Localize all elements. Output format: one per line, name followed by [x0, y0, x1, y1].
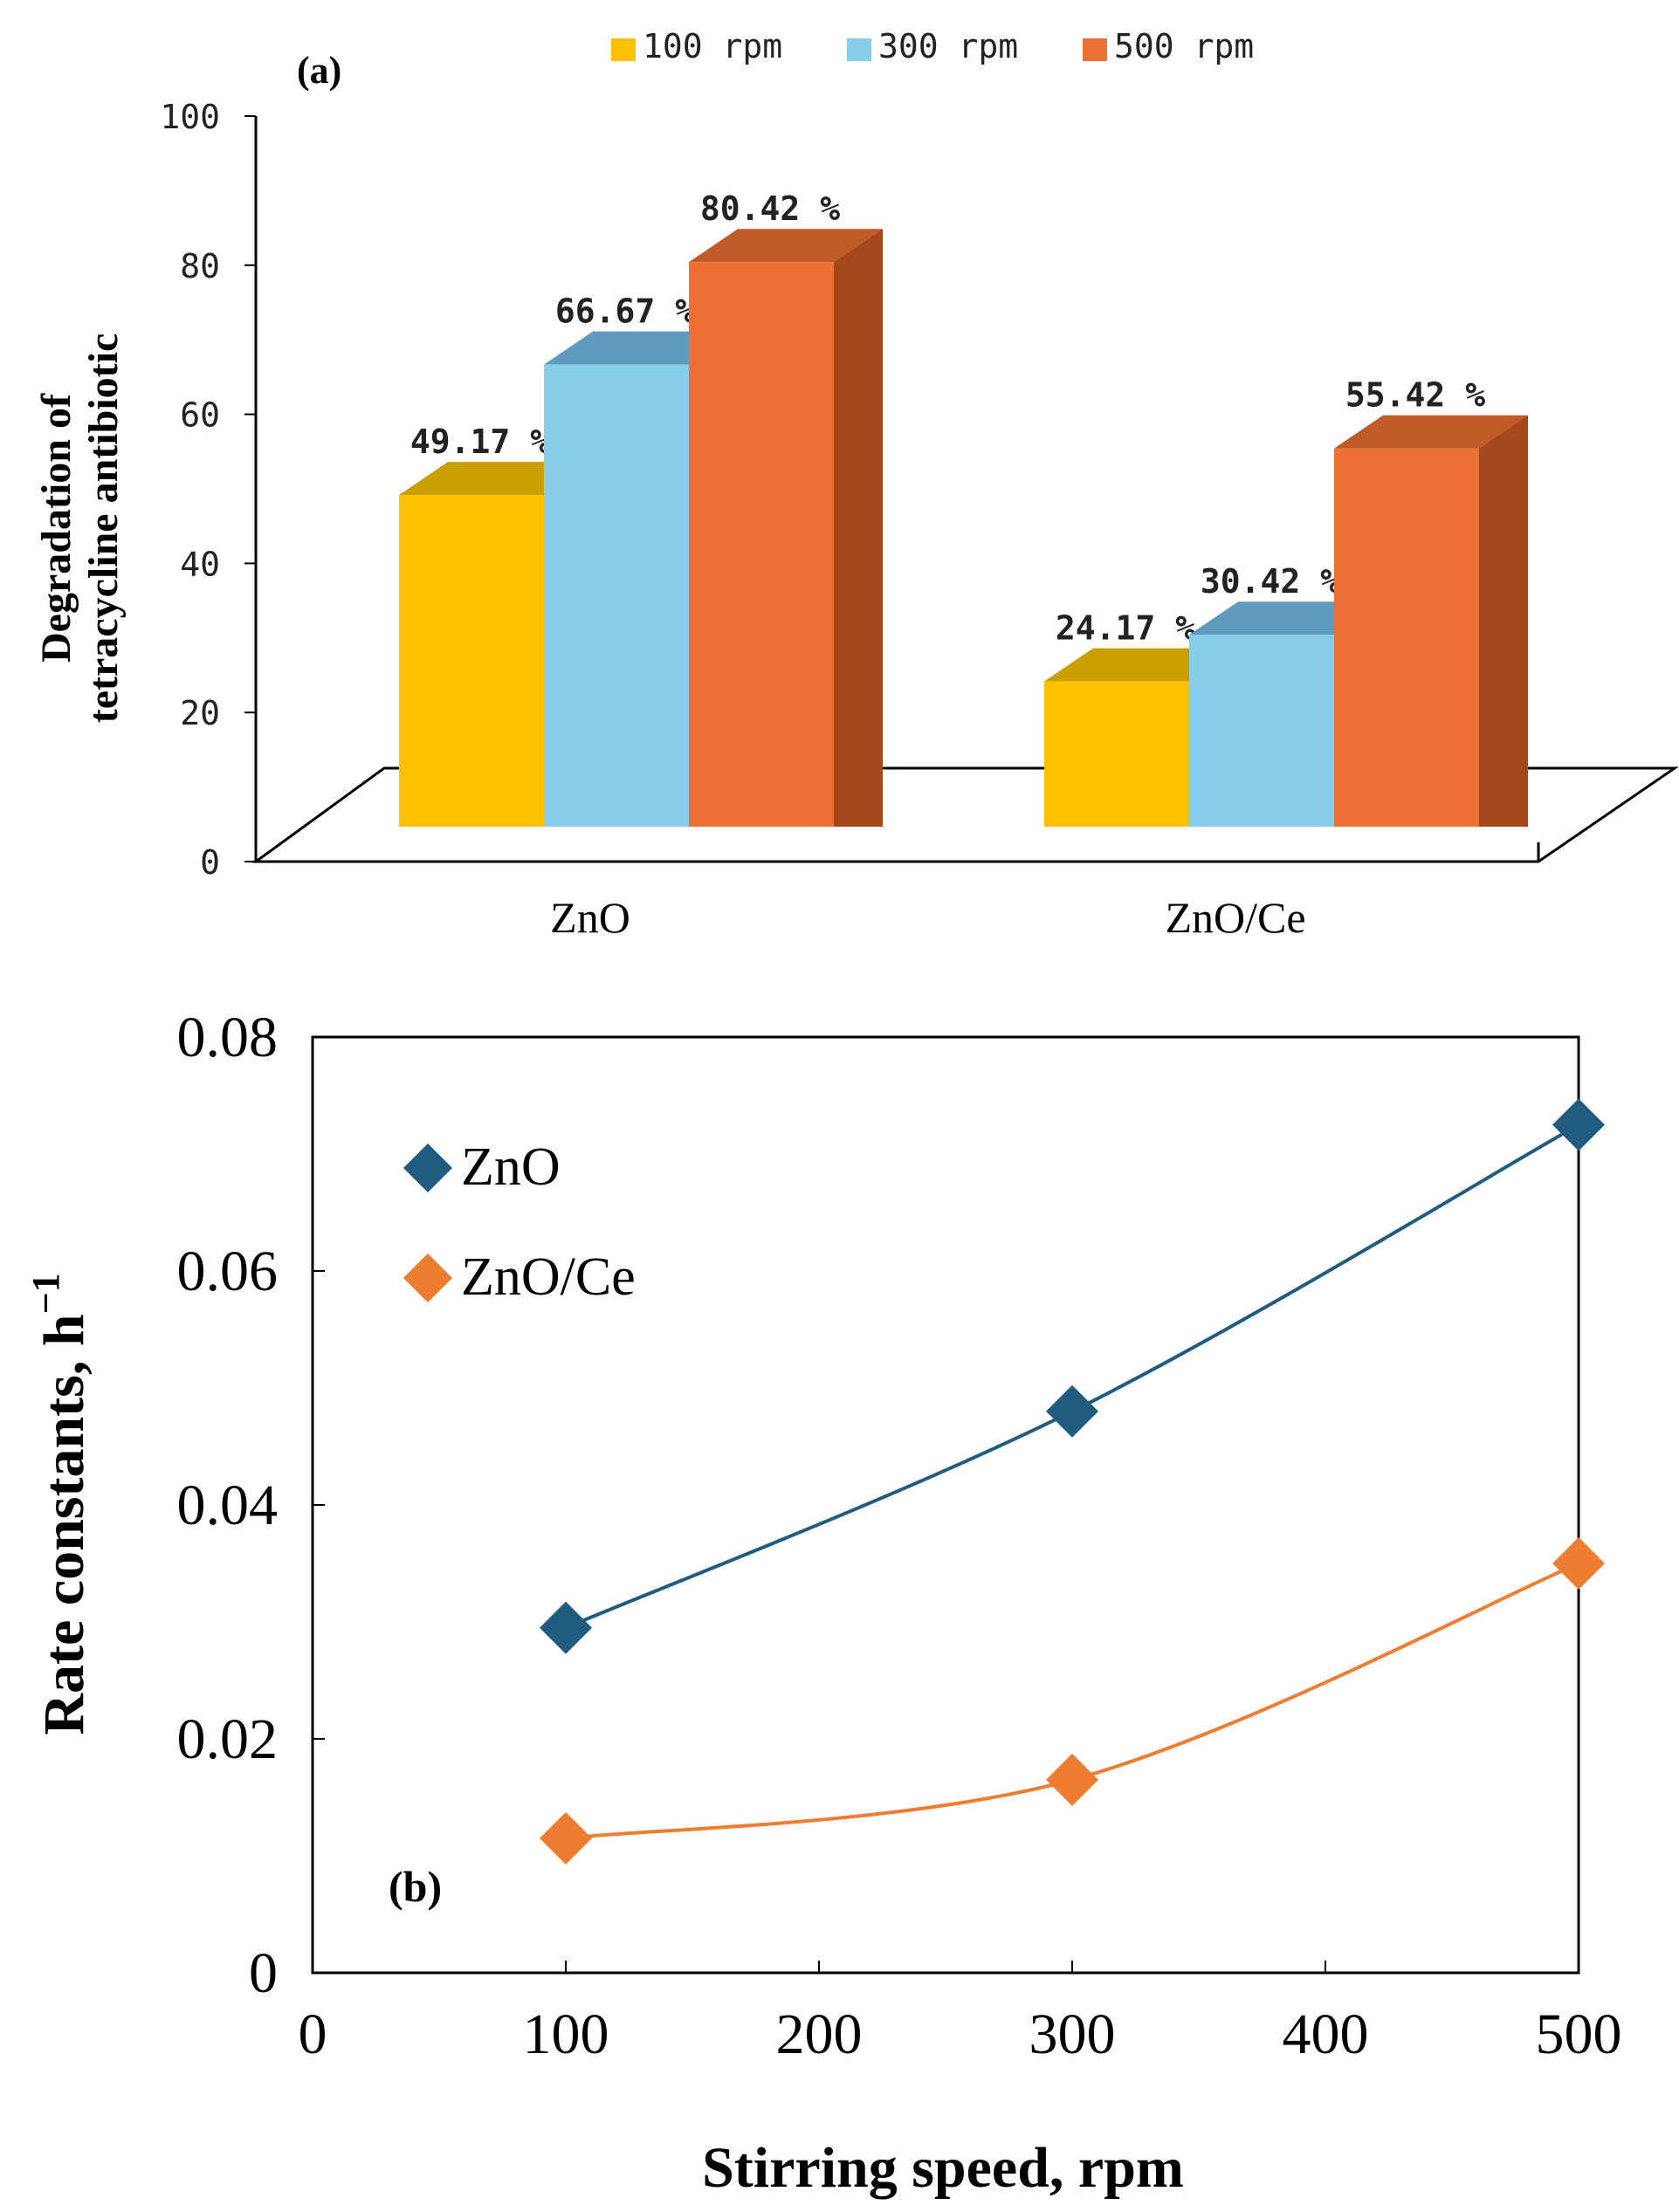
marker-zno-300 [1046, 1384, 1098, 1438]
y-tick-label-b-4: 0.08 [177, 1006, 279, 1069]
y-tick-label-b-0: 0 [249, 1941, 278, 2005]
legend-b: ZnO ZnO/Ce [403, 1137, 636, 1307]
panel-a-bar-chart: 100 rpm 300 rpm 500 rpm (a) Degradation … [33, 27, 1679, 942]
marker-znoce-500 [1552, 1537, 1605, 1590]
legend-label-znoce: ZnO/Ce [461, 1247, 636, 1307]
y-tick-label-a-60: 60 [180, 396, 220, 435]
panel-b-line-chart: Rate constants, h−1 Stirring speed, rpm … [24, 1006, 1622, 2200]
data-label-zno-ce-500-rpm: 55.42 % [1345, 376, 1485, 415]
y-tick-label-a-80: 80 [180, 247, 220, 285]
data-label-zno-100-rpm: 49.17 % [410, 422, 550, 461]
data-label-zno-500-rpm: 80.42 % [700, 189, 840, 228]
panel-label-a: (a) [297, 49, 341, 92]
marker-znoce-100 [540, 1811, 592, 1865]
y-axis-label-b: Rate constants, h−1 [24, 1273, 96, 1735]
legend-swatch-300-rpm [847, 38, 871, 61]
x-tick-label-b-300: 300 [1029, 2002, 1116, 2066]
legend-swatch-100-rpm [611, 38, 636, 61]
marker-zno-500 [1552, 1098, 1605, 1151]
data-label-zno-ce-300-rpm: 30.42 % [1201, 562, 1340, 601]
x-tick-label-b-200: 200 [776, 2002, 863, 2066]
y-axis-label-a-line2: tetracycline antibiotic [80, 333, 127, 724]
panel-label-b: (b) [389, 1862, 442, 1911]
bar-zno-500-rpm [689, 229, 883, 827]
legend-marker-zno [403, 1144, 452, 1192]
legend-label-300-rpm: 300 rpm [878, 27, 1018, 65]
y-tick-label-a-40: 40 [180, 545, 220, 583]
x-tick-label-b-0: 0 [299, 2002, 327, 2066]
y-tick-label-a-100: 100 [160, 98, 220, 136]
legend-marker-znoce [403, 1254, 452, 1302]
svg-text:Rate constants, h−1: Rate constants, h−1 [24, 1273, 96, 1735]
legend-a: 100 rpm 300 rpm 500 rpm [611, 27, 1254, 65]
y-tick-label-b-1: 0.02 [177, 1707, 279, 1771]
legend-label-100-rpm: 100 rpm [643, 27, 782, 65]
x-tick-label-b-100: 100 [523, 2002, 609, 2066]
legend-swatch-500-rpm [1083, 38, 1107, 61]
category-label-zno: ZnO [550, 893, 630, 942]
bar-zno-ce-500-rpm [1334, 415, 1528, 827]
x-tick-label-b-400: 400 [1283, 2002, 1369, 2066]
marker-znoce-300 [1046, 1753, 1098, 1806]
marker-zno-100 [540, 1601, 592, 1654]
legend-label-500-rpm: 500 rpm [1114, 27, 1254, 65]
y-axis-label-b-sup: −1 [24, 1273, 67, 1314]
y-tick-label-a-0: 0 [200, 843, 220, 882]
y-axis-label-a: Degradation of tetracycline antibiotic [33, 333, 127, 724]
floor-a [251, 766, 1679, 863]
legend-label-zno: ZnO [461, 1137, 561, 1197]
category-label-zno-ce: ZnO/Ce [1165, 893, 1305, 942]
y-axis-label-a-line1: Degradation of [33, 393, 79, 663]
y-tick-label-b-2: 0.04 [177, 1474, 279, 1537]
y-tick-label-a-20: 20 [180, 694, 220, 732]
data-label-zno-ce-100-rpm: 24.17 % [1056, 609, 1195, 648]
y-tick-label-b-3: 0.06 [177, 1240, 279, 1303]
series-line-zno [565, 1123, 1579, 1630]
y-axis-label-b-main: Rate constants, h [32, 1314, 96, 1735]
x-tick-label-b-500: 500 [1536, 2002, 1622, 2066]
data-label-zno-300-rpm: 66.67 % [555, 292, 695, 331]
x-axis-label-b: Stirring speed, rpm [702, 2136, 1184, 2200]
